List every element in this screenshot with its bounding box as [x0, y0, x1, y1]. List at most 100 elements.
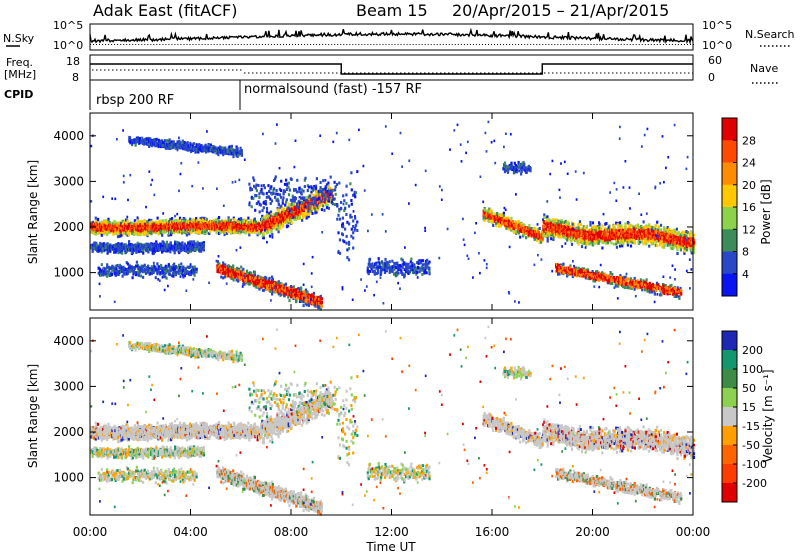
power-cell [238, 218, 240, 221]
power-cell [95, 217, 97, 220]
freq-trace [90, 64, 694, 74]
power-cell [189, 266, 191, 269]
power-cell [215, 221, 217, 224]
power-cell [288, 203, 290, 206]
power-cell [270, 230, 272, 233]
power-cell [273, 225, 275, 228]
power-cell [299, 216, 301, 219]
nsky-trace [90, 29, 694, 44]
power-cell [92, 250, 94, 253]
power-cell [142, 252, 144, 255]
power-cell [161, 233, 163, 236]
power-cell [321, 301, 323, 304]
power-cell [300, 286, 302, 289]
cpid-segment-1: rbsp 200 RF [96, 93, 174, 108]
power-cell [291, 221, 293, 224]
nsearch-tick-bottom: 10^0 [702, 39, 732, 52]
power-cell [254, 271, 256, 274]
power-cell [186, 234, 188, 237]
power-cell [240, 230, 242, 233]
power-cell [187, 141, 189, 144]
power-cell [182, 141, 184, 144]
freq-tick-top: 18 [66, 55, 80, 68]
power-cell [285, 283, 287, 286]
power-cell [155, 276, 157, 279]
power-cell [323, 209, 325, 212]
power-cell [132, 276, 134, 279]
power-cell [184, 274, 186, 277]
power-cell [282, 225, 284, 228]
power-cell [321, 305, 323, 308]
nsky-tick-bottom: 10^0 [53, 39, 83, 52]
power-cell [279, 227, 281, 230]
power-cell [218, 216, 220, 219]
power-cell [203, 244, 205, 247]
power-cell [166, 241, 168, 244]
power-cell [258, 288, 260, 291]
power-cell [97, 218, 99, 221]
power-cell [242, 268, 244, 271]
power-cell [193, 142, 195, 145]
power-cell [265, 277, 267, 280]
power-cell [142, 276, 144, 279]
power-cell [157, 217, 159, 220]
power-cell [327, 182, 329, 185]
beam-label: Beam 15 [356, 1, 428, 20]
power-cell [182, 266, 184, 269]
power-cell [311, 212, 313, 215]
cpid-segment-2: normalsound (fast) -157 RF [244, 82, 422, 97]
power-cell [140, 275, 142, 278]
freq-panel [90, 55, 693, 80]
power-cell [272, 278, 274, 281]
power-cell [233, 279, 235, 282]
power-cell [150, 232, 152, 235]
power-cell [301, 219, 303, 222]
freq-unit-label: [MHz] [4, 68, 36, 81]
power-cell [245, 231, 247, 234]
power-cell [284, 204, 286, 207]
power-cell [101, 263, 103, 266]
power-cell [217, 153, 219, 156]
power-cell [165, 265, 167, 268]
power-cell [258, 276, 260, 279]
power-cell [251, 188, 253, 191]
nsearch-tick-top: 10^5 [702, 19, 732, 32]
power-cell [189, 218, 191, 221]
power-cell [241, 149, 243, 152]
power-cell [206, 218, 208, 221]
power-cell [316, 194, 318, 197]
power-cell [288, 299, 290, 302]
power-cell [248, 183, 250, 186]
power-cell [313, 292, 315, 295]
power-cell [135, 144, 137, 147]
power-cell [224, 147, 226, 150]
power-cell [321, 208, 323, 211]
figure-title: Adak East (fitACF) [93, 1, 237, 20]
frequency-line [90, 64, 693, 74]
date-range: 20/Apr/2015 – 21/Apr/2015 [452, 1, 669, 20]
power-cell [243, 283, 245, 286]
power-cell [241, 154, 243, 157]
power-cell [121, 252, 123, 255]
power-cell [251, 205, 253, 208]
power-cell [170, 242, 172, 245]
power-cell [297, 287, 299, 290]
cpid-label: CPID [4, 88, 33, 101]
power-cell [101, 234, 103, 237]
power-cell [107, 218, 109, 221]
power-cell [142, 139, 144, 142]
power-cell [139, 233, 141, 236]
power-cell [194, 265, 196, 268]
power-cell [321, 297, 323, 300]
power-cell [232, 264, 234, 267]
power-cell [254, 218, 256, 221]
power-cell [222, 261, 224, 264]
power-cell [263, 289, 265, 292]
power-cell [145, 272, 147, 275]
power-cell [233, 218, 235, 221]
power-cell [128, 240, 130, 243]
power-cell [240, 266, 242, 269]
power-cell [191, 240, 193, 243]
nave-label: Nave [750, 62, 778, 75]
power-cell [278, 230, 280, 233]
